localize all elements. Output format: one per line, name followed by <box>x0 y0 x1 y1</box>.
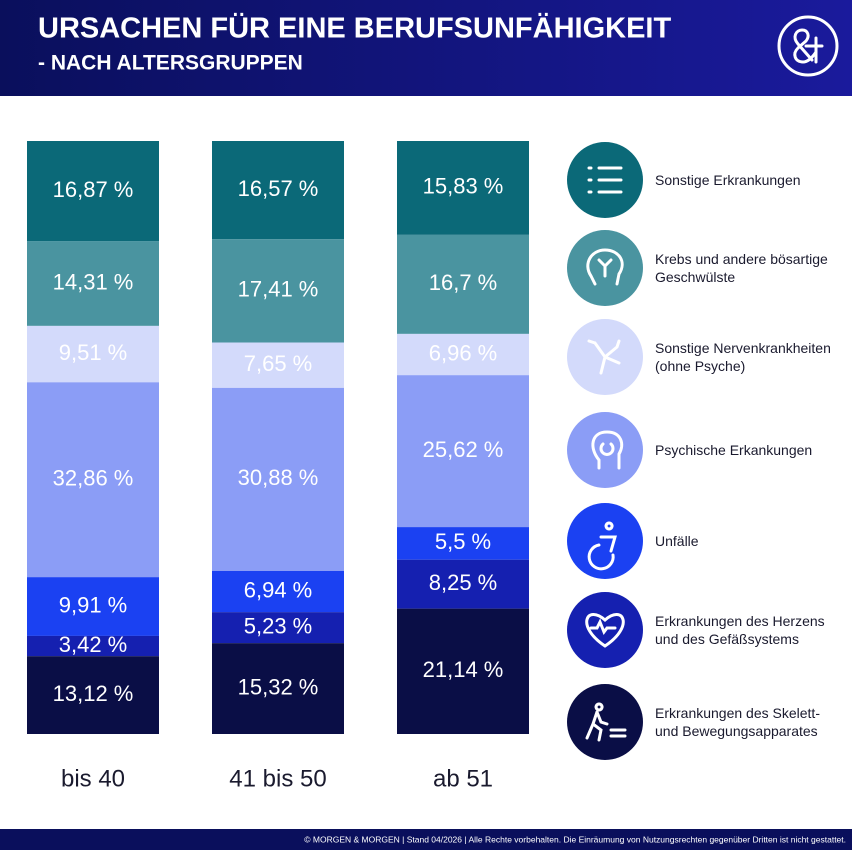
bar-segment <box>397 234 529 334</box>
bar-segment <box>397 141 529 235</box>
value-label: 32,86 % <box>53 466 134 491</box>
value-label: 9,91 % <box>59 592 128 617</box>
bar-segment <box>27 635 159 657</box>
value-label: 16,57 % <box>238 176 319 201</box>
legend-label: Erkrankungen des Herzens und des Gefäßsy… <box>655 613 825 647</box>
value-label: 6,96 % <box>429 340 498 365</box>
bar-segment <box>212 141 344 240</box>
bar-segment <box>212 239 344 343</box>
value-label: 13,12 % <box>53 681 134 706</box>
footer-band <box>0 829 852 850</box>
bar-segment <box>397 333 529 376</box>
value-label: 5,23 % <box>244 613 313 638</box>
legend-icon <box>587 166 623 194</box>
footer-text: © MORGEN & MORGEN | Stand 04/2026 | Alle… <box>304 834 846 844</box>
bar-segment <box>212 342 344 388</box>
bar-segment <box>212 643 344 734</box>
bar-segment <box>27 382 159 578</box>
value-label: 17,41 % <box>238 277 319 302</box>
legend-icon <box>587 339 621 375</box>
value-label: 15,83 % <box>423 174 504 199</box>
legend-label: Krebs und andere bösartige Geschwülste <box>655 251 828 285</box>
value-label: 5,5 % <box>435 529 491 554</box>
bar-segment <box>212 612 344 644</box>
value-label: 7,65 % <box>244 351 313 376</box>
value-label: 6,94 % <box>244 577 313 602</box>
value-label: 25,62 % <box>423 437 504 462</box>
value-label: 3,42 % <box>59 632 128 657</box>
bar-segment <box>27 656 159 734</box>
value-label: 14,31 % <box>53 269 134 294</box>
bar-segment <box>397 527 529 560</box>
value-label: 16,7 % <box>429 270 498 295</box>
value-label: 15,32 % <box>238 674 319 699</box>
value-label: 16,87 % <box>53 177 134 202</box>
x-tick-label: bis 40 <box>61 765 125 792</box>
value-label: 8,25 % <box>429 570 498 595</box>
x-tick-label: 41 bis 50 <box>229 765 326 792</box>
x-tick-label: ab 51 <box>433 765 493 792</box>
legend-icon <box>591 430 624 470</box>
bar-segment <box>397 375 529 528</box>
logo <box>777 15 839 77</box>
legend-label: Erkrankungen des Skelett- und Bewegungsa… <box>655 705 820 739</box>
legend-label: Sonstige Erkrankungen <box>655 172 801 188</box>
chart-subtitle: - NACH ALTERSGRUPPEN <box>38 52 303 75</box>
legend-label: Unfälle <box>655 533 699 549</box>
value-label: 21,14 % <box>423 657 504 682</box>
bar-segment <box>212 387 344 571</box>
legend-icon <box>585 613 625 648</box>
value-label: 9,51 % <box>59 340 128 365</box>
legend-icons <box>585 166 627 742</box>
bar-segment <box>27 141 159 242</box>
legend-swatch <box>567 503 643 579</box>
legend-swatch <box>567 412 643 488</box>
legend-label: Sonstige Nervenkrankheiten (ohne Psyche) <box>655 340 831 374</box>
legend-icon <box>585 702 627 742</box>
bar-segment <box>397 608 529 734</box>
bar-segment <box>397 559 529 609</box>
bar-segment <box>27 577 159 636</box>
legend-icon <box>586 248 624 286</box>
bar-segment <box>27 241 159 326</box>
legend-icon <box>587 521 617 571</box>
bar-segment <box>27 325 159 383</box>
chart-title: URSACHEN FÜR EINE BERUFSUNFÄHIGKEIT <box>38 12 671 45</box>
header-band <box>0 0 852 96</box>
legend-label: Psychische Erkankungen <box>655 442 813 458</box>
value-label: 30,88 % <box>238 465 319 490</box>
bar-segment <box>212 570 344 613</box>
